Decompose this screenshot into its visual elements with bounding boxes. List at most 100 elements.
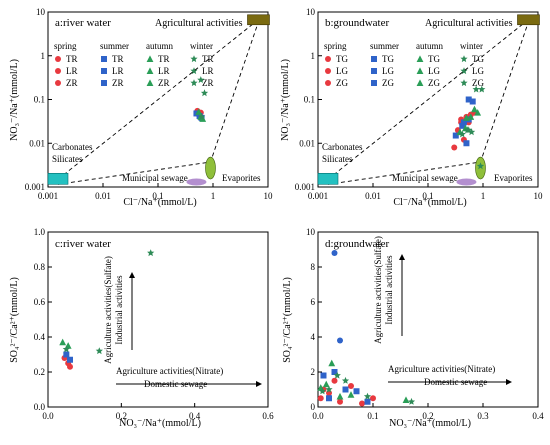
panel-b-evap-label: Evaporites	[494, 173, 533, 183]
y-tick-label: 4	[311, 332, 316, 342]
legend-site-label: TG	[428, 54, 440, 64]
data-point	[198, 113, 206, 120]
data-point	[333, 371, 341, 379]
x-tick-label: 0.0	[42, 411, 54, 421]
data-point	[471, 105, 478, 113]
data-point	[472, 85, 480, 93]
evaporite-endmember	[205, 156, 216, 180]
data-point	[200, 89, 209, 97]
legend-marker	[101, 68, 107, 74]
x-tick-label: 0.4	[532, 411, 544, 421]
legend-site-label: TG	[336, 54, 348, 64]
data-point	[331, 250, 338, 256]
data-point	[459, 122, 466, 129]
legend-season-label: autumn	[146, 41, 173, 51]
panel-d-annot-industrial: Industrial activities	[384, 255, 394, 325]
legend-site-label: LR	[158, 66, 170, 76]
data-point	[402, 396, 410, 403]
panel-d-yticks: 0 2 4 6 8 10	[306, 227, 322, 412]
data-point	[451, 144, 458, 151]
y-tick-label: 10	[306, 227, 316, 237]
y-tick-label: 1	[41, 51, 46, 61]
panel-c-annot-sulfate: Agriculture activities(Sulfate)	[103, 256, 113, 364]
data-point	[341, 376, 350, 384]
legend-site-label: ZR	[112, 78, 124, 88]
y-tick-label: 0.01	[29, 138, 45, 148]
carbonate-endmember	[317, 172, 339, 185]
data-point	[67, 356, 73, 363]
legend-site-label: LG	[428, 66, 440, 76]
y-tick-label: 0	[311, 402, 316, 412]
legend-site-label: TR	[66, 54, 78, 64]
x-tick-label: 0.2	[116, 411, 127, 421]
agricultural-endmember	[247, 14, 270, 26]
legend-site-label: ZR	[202, 78, 214, 88]
legend-marker	[371, 80, 377, 86]
y-tick-label: 8	[311, 262, 316, 272]
y-tick-label: 10	[306, 7, 316, 17]
x-tick-label: 0.3	[477, 411, 489, 421]
panel-a-sewage-label: Municipal sewage	[122, 173, 188, 183]
data-point	[363, 392, 372, 400]
sewage-endmember	[186, 178, 207, 186]
legend-marker	[460, 55, 468, 63]
panel-d-xlabel: NO₃⁻/Na⁺(mmol/L)	[389, 418, 471, 429]
panel-d-annot-sulfate: Agriculture activities(Sulfate)	[373, 236, 383, 344]
data-point	[322, 380, 330, 388]
data-point	[95, 347, 103, 355]
x-tick-label: 0.001	[38, 191, 58, 201]
panel-a-agri-label: Agricultural activities	[155, 18, 243, 29]
legend-marker	[190, 79, 198, 87]
y-tick-label: 0.6	[34, 297, 46, 307]
x-tick-label: 0.1	[422, 191, 433, 201]
panel-c-xlabel: NO₃⁻/Na⁺(mmol/L)	[119, 418, 201, 429]
panel-b-ylabel: NO₃⁻/Na⁺(mmol/L)	[280, 59, 291, 141]
panel-c: c:river water Agriculture activities(Sul…	[9, 227, 274, 429]
legend-marker	[101, 80, 107, 86]
data-point	[478, 85, 486, 93]
panel-d: d:groundwater Agriculture activities(Sul…	[282, 227, 544, 429]
y-tick-label: 0.1	[34, 95, 45, 105]
panel-b-points	[451, 85, 486, 170]
x-tick-label: 0.001	[308, 191, 328, 201]
x-tick-label: 10	[534, 191, 544, 201]
data-point	[348, 383, 354, 389]
legend-marker	[55, 80, 61, 86]
panel-b-xlabel: Cl⁻/Na⁺(mmol/L)	[393, 197, 466, 208]
arrow-up-head	[129, 272, 135, 278]
legend-season-label: winter	[460, 41, 483, 51]
panel-a-title: a:river water	[55, 17, 111, 29]
panel-c-points	[59, 249, 155, 370]
legend-site-label: LR	[66, 66, 78, 76]
data-point	[331, 369, 338, 375]
data-point	[463, 140, 470, 147]
legend-season-label: summer	[370, 41, 399, 51]
x-tick-label: 0.1	[152, 191, 163, 201]
legend-site-label: ZG	[428, 78, 440, 88]
data-point	[458, 130, 466, 138]
panel-b-agri-label: Agricultural activities	[425, 18, 513, 29]
data-point	[347, 391, 355, 398]
sewage-endmember	[456, 178, 477, 186]
panel-b-title: b:groundwater	[325, 17, 389, 29]
data-point	[364, 398, 371, 405]
panel-a: a:river water Agricultural activities Ca…	[9, 7, 273, 208]
legend-site-label: LR	[112, 66, 124, 76]
x-tick-label: 0.2	[422, 411, 433, 421]
legend-marker	[416, 55, 424, 62]
legend-site-label: LR	[202, 66, 214, 76]
panel-a-evap-label: Evaporites	[222, 173, 261, 183]
legend-marker	[416, 67, 424, 74]
panel-a-yticks: 0.001 0.01 0.1 1 10	[25, 7, 52, 192]
y-tick-label: 0.2	[34, 367, 45, 377]
x-tick-label: 1	[481, 191, 486, 201]
y-tick-label: 2	[311, 367, 316, 377]
y-tick-label: 0.01	[299, 138, 315, 148]
panel-d-points	[317, 250, 416, 407]
y-tick-label: 6	[311, 297, 316, 307]
legend-marker	[190, 55, 198, 63]
panel-c-arrows	[116, 272, 262, 387]
x-tick-label: 0.6	[262, 411, 274, 421]
panel-b-sil-label: Silicates	[322, 154, 353, 164]
data-point	[474, 109, 482, 116]
